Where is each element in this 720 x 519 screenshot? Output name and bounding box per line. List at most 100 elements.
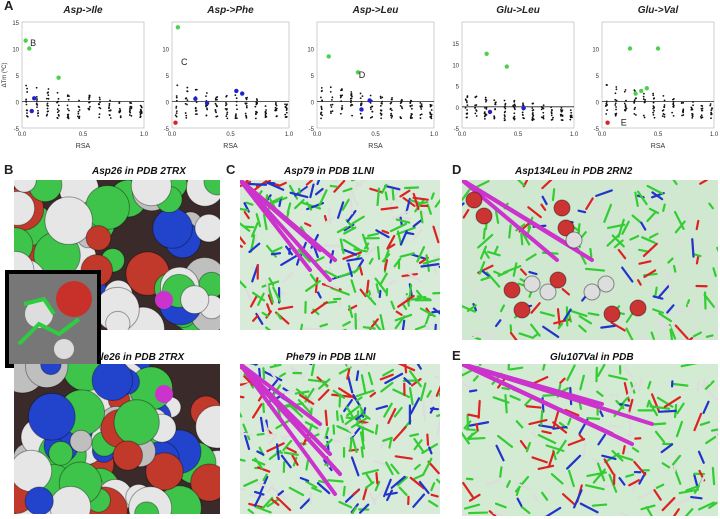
bond-stick (658, 318, 672, 329)
bond-stick (648, 232, 659, 239)
data-point-neutral (66, 95, 69, 98)
bond-stick (537, 434, 557, 445)
bond-stick (353, 248, 369, 253)
bond-stick (369, 391, 377, 398)
bond-stick (621, 266, 634, 283)
bond-stick (658, 312, 673, 323)
bond-stick (653, 489, 662, 501)
bond-stick (375, 283, 380, 294)
data-point-neutral (474, 107, 476, 109)
bond-stick (426, 390, 432, 398)
bond-stick (384, 372, 404, 385)
atom-sphere (503, 281, 521, 299)
bond-stick (346, 364, 351, 368)
bond-stick (488, 510, 497, 516)
bond-stick (240, 222, 251, 232)
bond-stick (359, 266, 364, 276)
bond-stick (519, 439, 528, 450)
bond-stick (297, 399, 312, 415)
image-title-c-bottom: Phe79 in PDB 1LNI (286, 352, 376, 363)
bond-stick (499, 304, 506, 313)
data-point-neutral (709, 103, 712, 105)
bond-stick (528, 270, 538, 276)
bond-stick (647, 400, 659, 417)
data-point-neutral (514, 108, 516, 111)
bond-stick (692, 321, 696, 334)
bond-stick (699, 180, 708, 185)
bond-stick (301, 201, 322, 210)
bond-stick (420, 263, 440, 268)
data-point-neutral (371, 105, 374, 108)
data-point-neutral (320, 86, 323, 89)
data-point-neutral (532, 114, 535, 117)
data-point-neutral (411, 104, 413, 107)
bond-stick (245, 201, 254, 206)
bond-stick (406, 271, 423, 283)
bond-stick (462, 304, 476, 313)
data-point-neutral (550, 106, 553, 109)
data-point-neutral (494, 108, 496, 110)
bond-stick (401, 319, 406, 330)
inset-stick-model (9, 274, 97, 364)
data-point-neutral (503, 114, 506, 116)
bond-stick (324, 409, 329, 427)
data-point-neutral (389, 107, 392, 110)
bond-stick (262, 367, 266, 380)
data-point-neutral (409, 105, 412, 108)
data-point-neutral (652, 113, 655, 116)
chart-title: Asp->Leu (352, 5, 399, 16)
data-point-neutral (206, 107, 208, 110)
bond-stick (520, 232, 524, 246)
bond-stick (369, 492, 377, 505)
data-point-neutral (285, 111, 288, 114)
data-point-neutral (264, 105, 267, 107)
bond-stick (297, 248, 311, 263)
bond-stick (702, 309, 707, 318)
bond-stick (674, 324, 689, 340)
bond-stick (353, 266, 360, 274)
atom-sphere (629, 299, 647, 317)
bond-stick (333, 180, 346, 193)
atom-sphere (112, 440, 144, 471)
bond-stick (382, 436, 393, 442)
data-point-neutral (329, 104, 332, 106)
bond-stick (350, 189, 359, 207)
data-point (23, 38, 28, 43)
bond-stick (356, 396, 363, 402)
bond-stick (270, 252, 282, 256)
bond-stick (379, 438, 389, 449)
bond-stick (330, 180, 338, 183)
bond-stick (261, 280, 280, 288)
bond-stick (385, 491, 398, 496)
bond-stick (393, 406, 403, 418)
data-point-neutral (661, 115, 664, 118)
bond-stick (427, 460, 440, 475)
data-point-neutral (98, 96, 101, 99)
bond-stick (466, 304, 477, 313)
bond-stick (504, 393, 508, 414)
bond-stick (252, 314, 259, 322)
data-point-neutral (98, 116, 101, 119)
bond-stick (248, 242, 261, 254)
data-point-neutral (175, 112, 178, 115)
data-point-neutral (381, 100, 384, 103)
data-point-neutral (99, 101, 101, 104)
data-point-neutral (484, 114, 487, 117)
bond-stick (684, 508, 694, 516)
data-point-neutral (331, 103, 334, 106)
y-tick-label: 10 (307, 48, 314, 54)
bond-stick (599, 410, 604, 418)
atom-sphere (40, 364, 62, 376)
bond-stick (350, 279, 357, 293)
data-point-neutral (118, 102, 121, 105)
data-point-neutral (139, 111, 142, 113)
data-point-neutral (559, 113, 562, 116)
bond-stick (567, 469, 575, 488)
bond-stick (394, 455, 413, 460)
atom-sphere (14, 190, 36, 226)
data-point (484, 51, 489, 56)
bond-stick (351, 437, 358, 454)
bond-stick (432, 225, 440, 244)
bond-stick (396, 230, 403, 246)
data-point-neutral (606, 109, 608, 112)
